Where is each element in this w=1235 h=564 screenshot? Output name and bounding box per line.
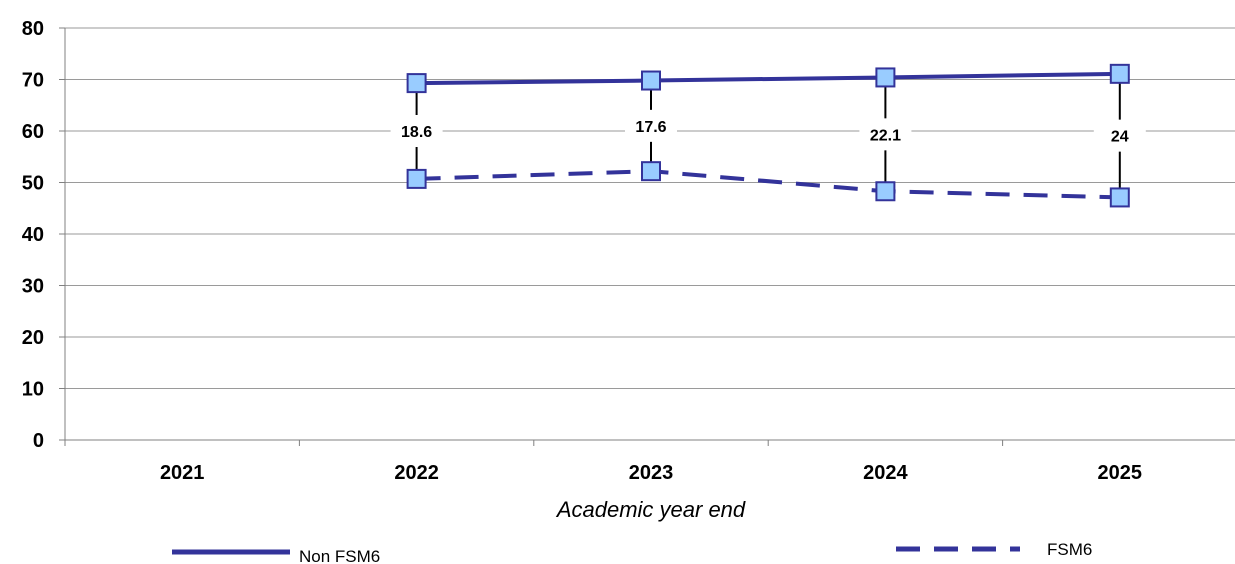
- series-markers: [406, 63, 1130, 208]
- series-line-fsm6: [416, 169, 1120, 200]
- x-tick-label: 2023: [629, 462, 674, 484]
- y-tick-label: 30: [22, 276, 44, 298]
- y-tick-label: 0: [33, 430, 44, 452]
- data-point-marker: [641, 161, 661, 182]
- y-tick-label: 50: [22, 173, 44, 195]
- data-point-marker: [641, 70, 661, 91]
- gap-label-bg: [625, 111, 677, 140]
- legend-label-fsm6: FSM6: [1047, 540, 1092, 559]
- x-tick-label: 2024: [863, 462, 908, 484]
- y-tick-label: 70: [22, 70, 44, 92]
- gap-label: 18.6: [401, 124, 432, 141]
- x-axis: 2021 2022 2023 2024 2025: [64, 440, 1143, 484]
- gap-label-bg: [390, 117, 443, 145]
- y-tick-label: 80: [22, 18, 44, 40]
- x-tick-label: 2021: [160, 462, 205, 484]
- y-tick-label: 60: [22, 121, 44, 143]
- gap-label-bg: [859, 120, 912, 149]
- gap-labels: 18.6 17.6 22.1 24: [390, 111, 1146, 150]
- data-point-marker: [406, 168, 427, 189]
- x-axis-title: Academic year end: [555, 497, 746, 522]
- gap-connectors: [415, 73, 1121, 198]
- data-point-marker: [1109, 187, 1130, 208]
- data-point-marker: [1109, 63, 1130, 84]
- x-tick-label: 2022: [394, 462, 439, 484]
- data-point-marker: [406, 73, 427, 94]
- series-lines: [416, 71, 1120, 200]
- y-tick-label: 20: [22, 327, 44, 349]
- gridlines: [65, 27, 1235, 441]
- y-tick-label: 40: [22, 224, 44, 246]
- y-tick-label: 10: [22, 379, 44, 401]
- gap-label-bg: [1093, 121, 1146, 150]
- data-point-marker: [875, 67, 896, 88]
- gap-label: 24: [1111, 129, 1129, 146]
- data-point-marker: [875, 181, 896, 202]
- legend-label-non-fsm6: Non FSM6: [299, 547, 380, 564]
- series-line-non-fsm6: [416, 71, 1120, 86]
- x-tick-label: 2025: [1098, 462, 1143, 484]
- gap-label: 22.1: [870, 127, 901, 144]
- y-axis-ticks: 0 10 20 30 40 50 60 70 80: [22, 18, 66, 452]
- gap-label: 17.6: [635, 119, 666, 136]
- legend: Non FSM6 FSM6: [172, 540, 1092, 564]
